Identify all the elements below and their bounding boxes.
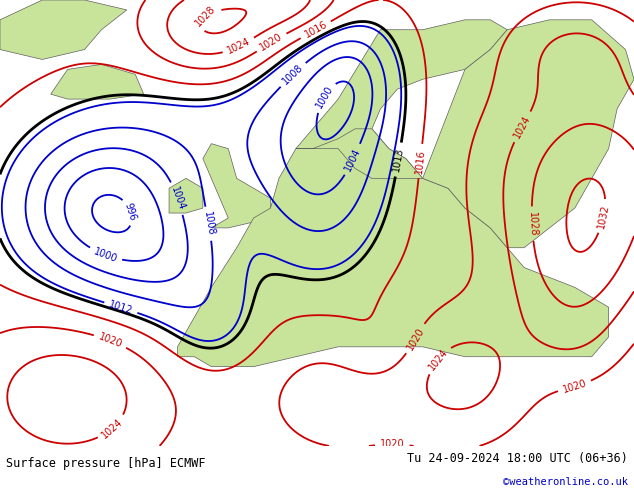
Text: 1000: 1000: [314, 84, 335, 110]
Polygon shape: [178, 20, 609, 367]
Text: 1020: 1020: [404, 325, 426, 352]
Text: 1008: 1008: [202, 211, 216, 237]
Polygon shape: [0, 0, 127, 59]
Text: 1004: 1004: [343, 147, 363, 173]
Text: 1024: 1024: [427, 347, 450, 372]
Polygon shape: [169, 178, 203, 213]
Text: 1000: 1000: [93, 246, 119, 264]
Text: 1024: 1024: [100, 416, 125, 440]
Text: 1020: 1020: [380, 440, 404, 449]
Text: 1008: 1008: [281, 63, 305, 87]
Text: 1028: 1028: [526, 211, 538, 236]
Text: 1020: 1020: [258, 31, 285, 53]
Text: 1013: 1013: [391, 147, 406, 172]
Text: ©weatheronline.co.uk: ©weatheronline.co.uk: [503, 477, 628, 487]
Polygon shape: [203, 144, 271, 228]
Text: 1024: 1024: [512, 114, 533, 140]
Text: 1028: 1028: [193, 4, 217, 29]
Text: 1016: 1016: [302, 20, 329, 40]
Text: 1020: 1020: [97, 332, 124, 350]
Polygon shape: [423, 20, 634, 248]
Text: 1032: 1032: [596, 203, 611, 229]
Polygon shape: [296, 129, 423, 178]
Polygon shape: [51, 64, 144, 99]
Text: Surface pressure [hPa] ECMWF: Surface pressure [hPa] ECMWF: [6, 457, 206, 470]
Text: 1016: 1016: [414, 148, 427, 174]
Text: 1020: 1020: [561, 378, 588, 395]
Text: Tu 24-09-2024 18:00 UTC (06+36): Tu 24-09-2024 18:00 UTC (06+36): [407, 452, 628, 465]
Text: 1012: 1012: [108, 299, 134, 316]
Text: 1004: 1004: [169, 185, 186, 212]
Text: 1024: 1024: [226, 36, 252, 56]
Text: 996: 996: [123, 201, 138, 222]
